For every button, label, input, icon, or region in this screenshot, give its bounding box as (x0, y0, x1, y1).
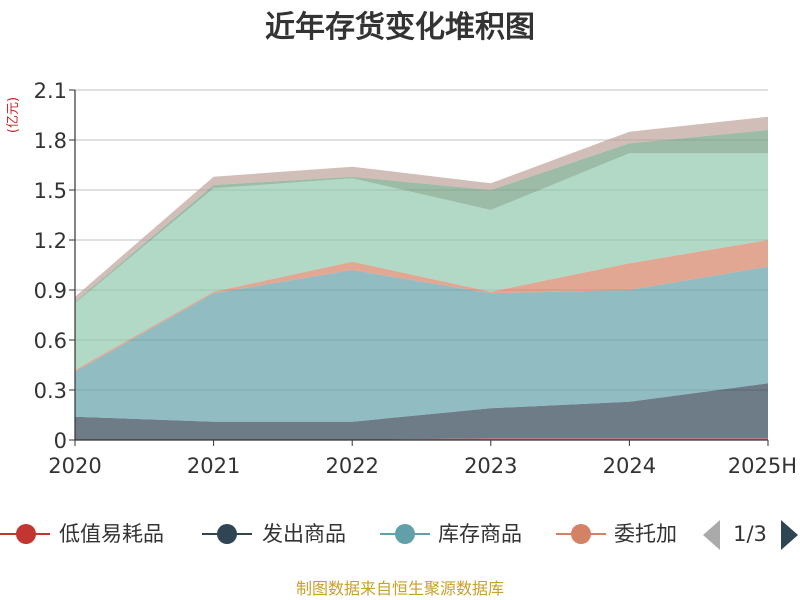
legend-item-goods-shipped[interactable]: 发出商品 (202, 522, 346, 546)
x-tick-label: 2020 (48, 454, 101, 478)
area-series-3 (75, 240, 768, 372)
area-series-7 (75, 116, 768, 302)
area-series-5 (75, 130, 768, 304)
x-axis-ticks: 2020 2021 2022 2023 2024 2025H (48, 440, 797, 478)
area-series-4 (75, 153, 768, 370)
y-axis-unit-label: (亿元) (6, 97, 21, 133)
legend-circle-icon (571, 524, 591, 544)
y-tick-label: 0.3 (34, 379, 67, 403)
x-tick-label: 2023 (464, 454, 517, 478)
x-tick-label: 2024 (603, 454, 656, 478)
legend-label: 委托加 (614, 522, 677, 546)
legend-item-inventory-goods[interactable]: 库存商品 (380, 522, 522, 546)
chart-title: 近年存货变化堆积图 (265, 10, 535, 45)
legend-circle-icon (395, 524, 415, 544)
x-tick-label: 2025H (728, 454, 797, 478)
y-tick-label: 1.8 (34, 129, 67, 153)
legend-item-low-value-consumables[interactable]: 低值易耗品 (0, 522, 164, 546)
legend-label: 低值易耗品 (59, 522, 164, 546)
legend-label: 发出商品 (262, 522, 346, 546)
legend-prev-page-icon[interactable] (703, 520, 720, 550)
x-tick-label: 2022 (325, 454, 378, 478)
legend-pager: 1/3 (703, 520, 798, 550)
y-tick-label: 1.5 (34, 179, 67, 203)
legend-circle-icon (16, 524, 36, 544)
x-tick-label: 2021 (187, 454, 240, 478)
y-tick-label: 0.6 (34, 329, 67, 353)
y-tick-label: 2.1 (34, 79, 67, 103)
legend: 低值易耗品 发出商品 库存商品 委托加 1/3 (0, 520, 798, 550)
legend-next-page-icon[interactable] (781, 520, 798, 550)
area-series (75, 116, 768, 440)
legend-page-indicator: 1/3 (733, 522, 767, 546)
area-series-2 (75, 266, 768, 422)
y-axis-ticks: 0 0.3 0.6 0.9 1.2 1.5 1.8 2.1 (34, 79, 75, 453)
axes (74, 90, 768, 441)
y-tick-label: 1.2 (34, 229, 67, 253)
legend-circle-icon (217, 524, 237, 544)
area-series-1 (75, 383, 768, 440)
legend-item-consigned-processing[interactable]: 委托加 (556, 522, 677, 546)
legend-label: 库存商品 (438, 522, 522, 546)
y-tick-label: 0.9 (34, 279, 67, 303)
y-tick-label: 0 (54, 429, 67, 453)
data-source-note: 制图数据来自恒生聚源数据库 (296, 579, 504, 598)
